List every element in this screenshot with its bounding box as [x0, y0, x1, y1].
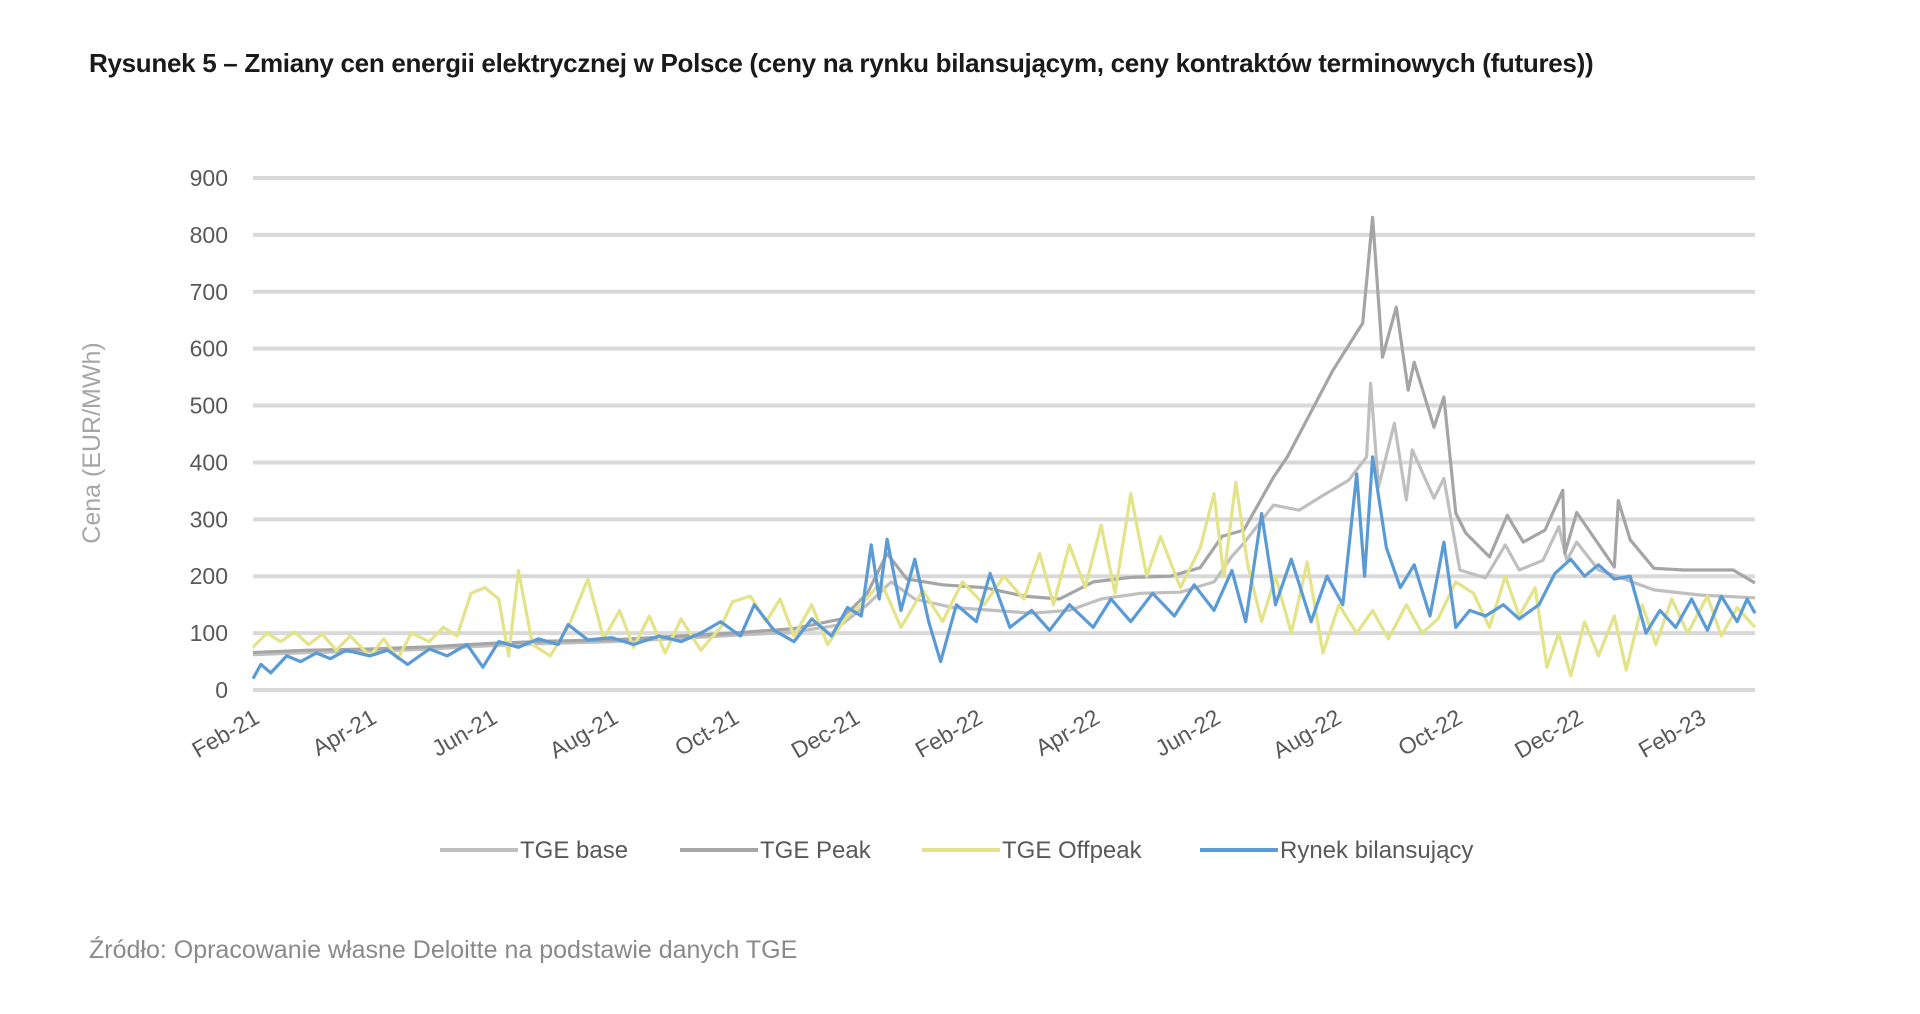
- y-tick-label: 800: [190, 222, 228, 248]
- source-note: Źródło: Opracowanie własne Deloitte na p…: [89, 936, 798, 964]
- legend-label: TGE Offpeak: [1002, 837, 1143, 864]
- x-tick-label: Oct-21: [670, 704, 743, 761]
- series-line-tge-peak: [252, 215, 1756, 655]
- legend-item: TGE base: [440, 837, 628, 864]
- x-tick-label: Dec-21: [787, 704, 864, 764]
- y-axis-ticks: 0 100 200 300 400 500 600 700 800 900: [190, 165, 228, 703]
- y-tick-label: 0: [215, 677, 228, 703]
- y-tick-label: 500: [190, 393, 228, 419]
- x-tick-label: Dec-22: [1510, 704, 1587, 764]
- y-tick-label: 600: [190, 336, 228, 362]
- legend-label: Rynek bilansujący: [1280, 837, 1473, 864]
- x-tick-label: Aug-21: [545, 704, 622, 764]
- x-tick-label: Oct-22: [1394, 704, 1467, 761]
- x-tick-label: Aug-22: [1268, 704, 1345, 764]
- series-line-rynek-bilansuj-cy: [251, 455, 1757, 680]
- y-tick-label: 700: [190, 279, 228, 305]
- y-tick-label: 100: [190, 620, 228, 646]
- legend-item: TGE Peak: [680, 837, 872, 864]
- x-tick-label: Jun-22: [1151, 704, 1225, 762]
- x-tick-label: Apr-22: [1031, 704, 1104, 761]
- x-tick-label: Feb-22: [911, 704, 987, 763]
- legend: TGE base TGE Peak TGE Offpeak Rynek bilansu…: [440, 837, 1473, 864]
- x-axis-ticks: Feb-21 Apr-21 Jun-21 Aug-21 Oct-21 Dec-21 Feb-…: [187, 704, 1710, 764]
- legend-item: Rynek bilansujący: [1200, 837, 1473, 864]
- y-tick-label: 300: [190, 506, 228, 532]
- y-tick-label: 400: [190, 449, 228, 475]
- y-axis-label: Cena (EUR/MWh): [78, 342, 106, 543]
- x-tick-label: Feb-21: [187, 704, 263, 763]
- legend-label: TGE Peak: [760, 837, 872, 864]
- legend-label: TGE base: [520, 837, 628, 864]
- series-lines: [251, 215, 1757, 680]
- series-line-tge-offpeak: [251, 480, 1757, 678]
- chart-title: Rysunek 5 – Zmiany cen energii elektrycz…: [89, 48, 1594, 78]
- x-tick-label: Apr-21: [308, 704, 381, 761]
- x-tick-label: Feb-23: [1634, 704, 1710, 763]
- series-line-tge-base: [252, 381, 1756, 657]
- x-tick-label: Jun-21: [427, 704, 501, 762]
- y-tick-label: 900: [190, 165, 228, 191]
- y-tick-label: 200: [190, 563, 228, 589]
- legend-item: TGE Offpeak: [922, 837, 1143, 864]
